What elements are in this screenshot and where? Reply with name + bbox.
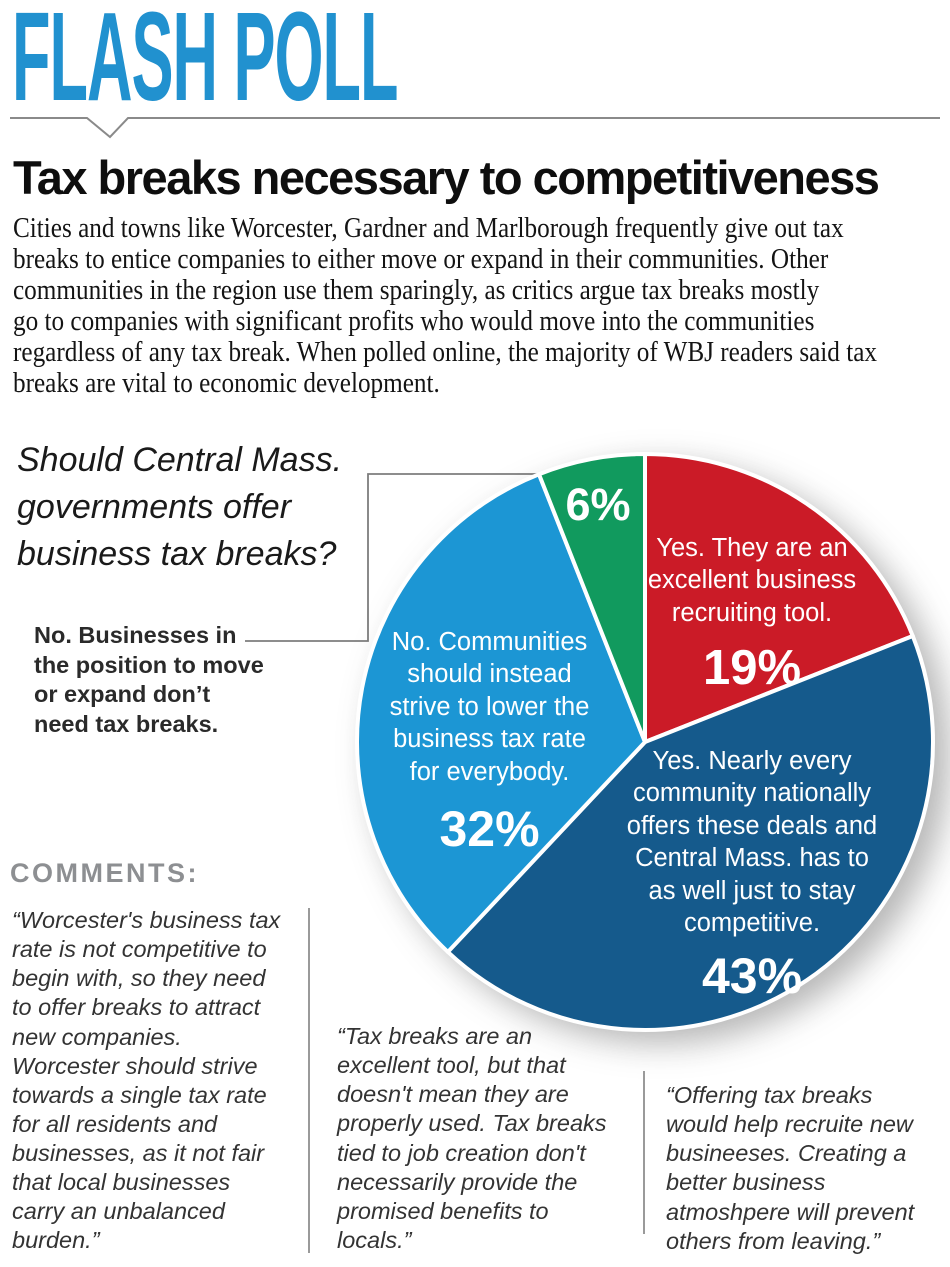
slice-label-text: Yes. Nearly every community nationally o…: [626, 747, 878, 937]
comments-divider-2: [643, 1071, 645, 1234]
comments-divider-1: [308, 908, 310, 1253]
pie-label-no-lower-rate: No. Communities should instead strive to…: [342, 626, 637, 861]
comment-quote-1: “Worcester's business tax rate is not co…: [12, 907, 281, 1254]
poll-question: Should Central Mass. governments offer b…: [17, 441, 343, 573]
masthead-rule: [10, 117, 940, 139]
pie-slice-no-not-needed: [536, 452, 647, 744]
pie-chart: [355, 452, 935, 1032]
comments-heading: COMMENTS:: [10, 858, 199, 888]
slice-label-text: Yes. They are an excellent business recr…: [647, 534, 857, 627]
pie-slice-yes-recruiting: [643, 452, 915, 744]
green-slice-callout-label: No. Businesses in the position to move o…: [34, 622, 264, 737]
rule-chevron-notch: [10, 117, 940, 139]
slice-percent-value: 19%: [702, 641, 802, 696]
slice-percent-value: 32%: [439, 800, 540, 857]
slice-percent-value: 6%: [565, 479, 631, 530]
pie-slice-no-lower-rate: [355, 472, 647, 954]
pie-label-no-not-needed: 6%: [552, 476, 644, 533]
slice-percent-value: 43%: [701, 948, 803, 1005]
pie-slice-yes-competitive: [445, 633, 935, 1032]
comment-quote-3: “Offering tax breaks would help recruite…: [666, 1082, 915, 1254]
pie-label-yes-recruiting: Yes. They are an excellent business recr…: [607, 532, 897, 699]
intro-paragraph: Cities and towns like Worcester, Gardner…: [13, 213, 877, 400]
masthead-title: FLASH POLL: [12, 0, 398, 127]
comment-quote-2: “Tax breaks are an excellent tool, but t…: [337, 1023, 607, 1253]
page-title: Tax breaks necessary to competitiveness: [13, 151, 880, 204]
slice-label-text: No. Communities should instead strive to…: [389, 628, 590, 786]
pie-label-yes-competitive: Yes. Nearly every community nationally o…: [597, 745, 907, 1009]
